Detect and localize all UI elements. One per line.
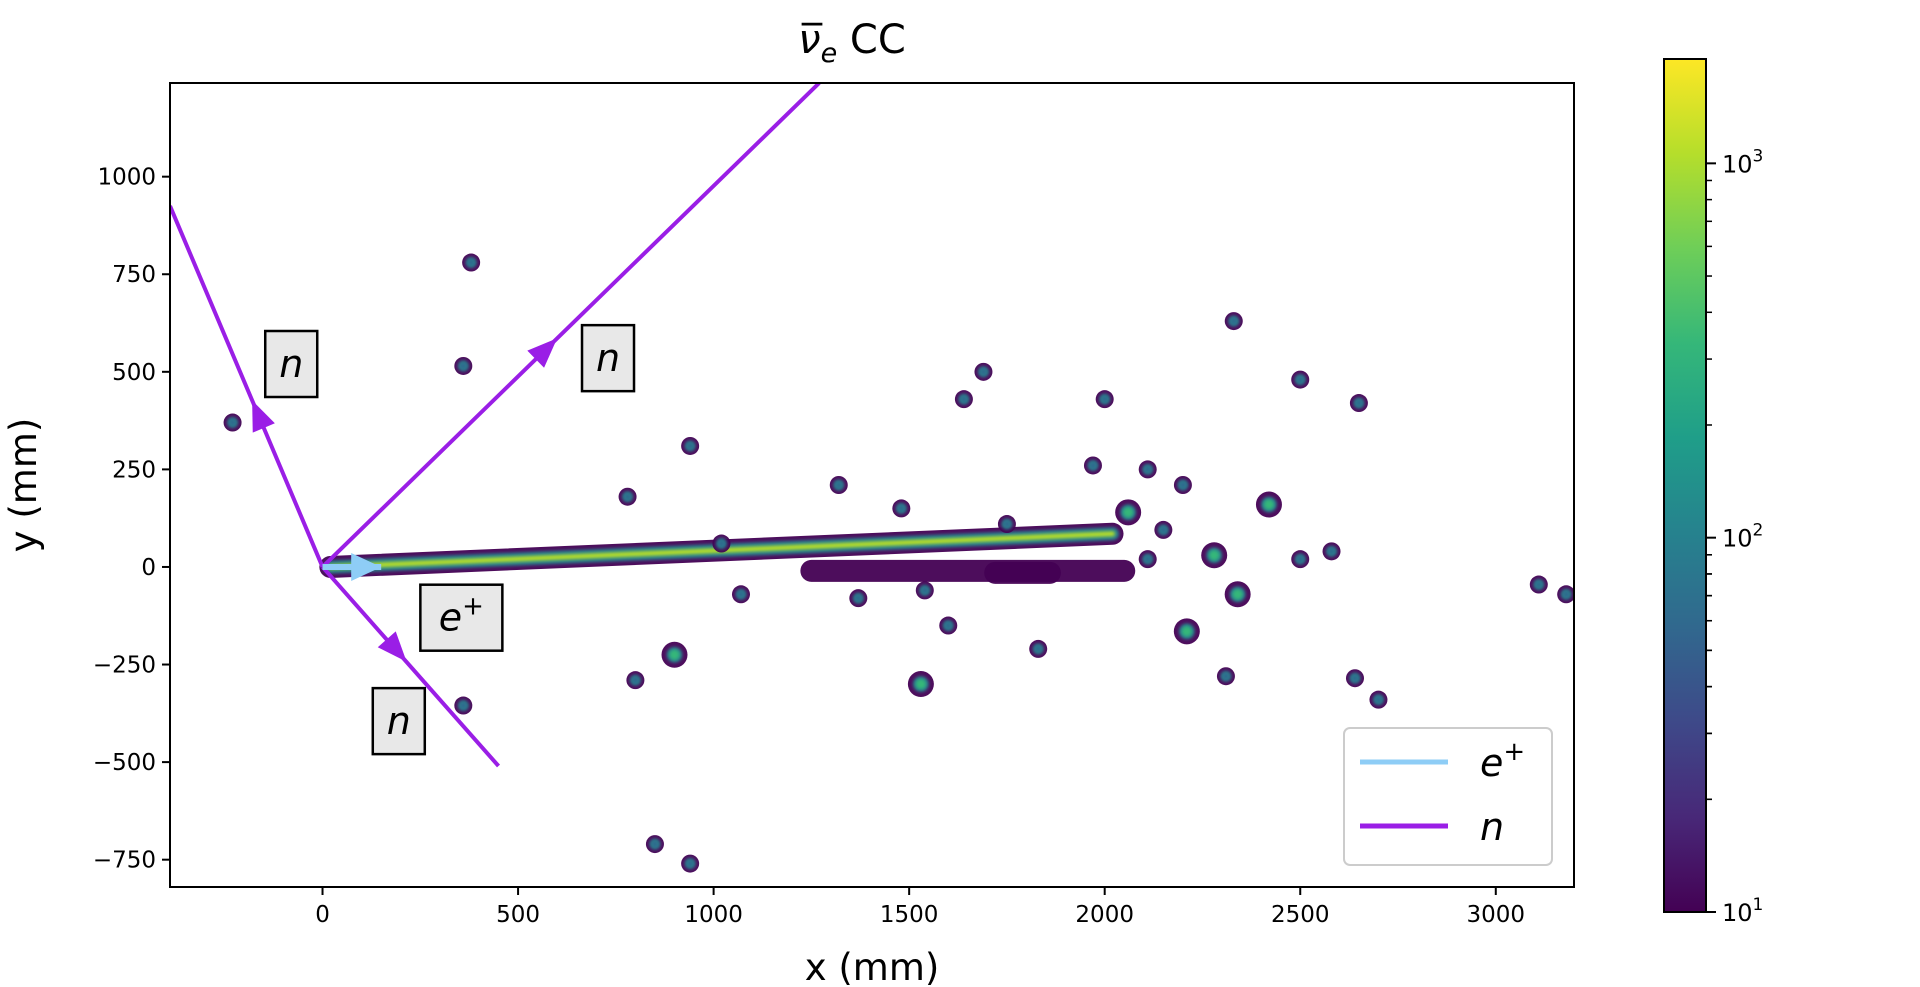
deposit-cluster-core <box>1181 626 1192 637</box>
neutron-arrow <box>377 631 407 662</box>
deposit-cluster-core <box>624 493 631 500</box>
deposit-cluster-core <box>1101 396 1108 403</box>
deposit-cluster-core <box>669 649 680 660</box>
colorbar-ticks: 101 102 103 <box>1706 146 1763 927</box>
neutron-arrow <box>527 338 558 368</box>
y-tick-label: 500 <box>112 360 156 386</box>
deposit-cluster-core <box>1209 550 1220 561</box>
deposit-cluster-core <box>1355 400 1362 407</box>
deposit-cluster-core <box>687 442 694 449</box>
x-tick-label: 500 <box>496 902 540 928</box>
positron-label-box <box>419 583 504 652</box>
deposit-cluster-core <box>921 587 928 594</box>
deposit-cluster-core <box>718 540 725 547</box>
deposit-cluster-core <box>1297 556 1304 563</box>
deposit-cluster-core <box>460 362 467 369</box>
colorbar-tick-label: 103 <box>1722 146 1763 178</box>
y-tick-label: −750 <box>93 848 156 874</box>
x-tick-label: 1000 <box>684 902 743 928</box>
legend-label: e+ <box>1480 737 1525 785</box>
deposit-cluster-core <box>1230 318 1237 325</box>
deposit-cluster-core <box>835 482 842 488</box>
deposit-cluster-core <box>229 419 236 426</box>
deposit-cluster-core <box>898 505 905 512</box>
y-axis-label: y (mm) <box>2 418 45 553</box>
deposit-cluster-core <box>468 259 475 266</box>
neutron-label-box <box>580 323 636 393</box>
y-tick-label: 750 <box>112 262 156 288</box>
deposit-cluster-core <box>960 396 967 403</box>
deposit-cluster-core <box>1144 466 1151 473</box>
y-tick-label: 0 <box>141 555 156 581</box>
track-labels: n n n e+ <box>263 323 636 756</box>
deposit-cluster-core <box>1297 376 1304 383</box>
deposit-cluster-core <box>1035 645 1042 652</box>
deposit-cluster-core <box>980 368 987 375</box>
x-tick-label: 0 <box>315 902 330 928</box>
deposit-cluster-core <box>1232 589 1243 600</box>
positron-label: e+ <box>439 592 484 640</box>
y-axis: 1000 750 500 250 0 −250 −500 −750 <box>93 165 170 874</box>
deposit-cluster-core <box>651 841 658 848</box>
deposit-cluster-core <box>1351 675 1358 682</box>
y-tick-label: 250 <box>112 457 156 483</box>
deposit-cluster-core <box>1144 556 1151 563</box>
x-axis-label: x (mm) <box>805 946 940 987</box>
neutron-label-box <box>371 686 427 756</box>
neutron-label: n <box>279 342 303 386</box>
particle-tracks <box>170 83 821 768</box>
deposit-cluster-core <box>1375 696 1382 703</box>
neutron-label: n <box>387 699 411 743</box>
deposit-cluster-core <box>737 591 744 598</box>
title-symbol: ν̅ <box>798 17 823 63</box>
deposit-cluster-core <box>1089 462 1096 469</box>
neutron-track <box>321 83 821 569</box>
y-tick-label: −500 <box>93 750 156 776</box>
colorbar-tick-label: 102 <box>1722 521 1763 553</box>
x-tick-label: 2500 <box>1271 902 1330 928</box>
deposit-cluster-core <box>1263 499 1274 510</box>
deposit-cluster-core <box>1123 507 1134 518</box>
y-tick-label: −250 <box>93 653 156 679</box>
neutron-label-box <box>263 329 319 399</box>
energy-deposits <box>223 253 1574 873</box>
plot-area: n n n e+ <box>169 82 1575 888</box>
deposit-cluster-core <box>1535 581 1542 588</box>
positron-arrow <box>351 552 382 581</box>
neutron-label: n <box>596 336 620 380</box>
neutron-arrow <box>252 400 275 433</box>
y-tick-label: 1000 <box>97 165 156 191</box>
deposit-cluster-core <box>1003 521 1010 528</box>
neutron-track <box>321 565 501 768</box>
deposit-cluster-core <box>1328 548 1335 555</box>
legend: e+ n <box>1343 727 1553 866</box>
neutron-track <box>170 205 325 568</box>
deposit-cluster-core <box>1563 591 1570 598</box>
x-axis: 0 500 1000 1500 2000 2500 3000 <box>315 887 1525 928</box>
colorbar-gradient <box>1664 59 1706 912</box>
colorbar-tick-label: 101 <box>1722 895 1763 927</box>
colorbar-frame <box>1663 58 1707 913</box>
deposit-cluster-core <box>1160 526 1167 533</box>
deposit-cluster-core <box>1179 482 1186 488</box>
deposit-cluster-core <box>855 595 862 602</box>
deposit-cluster-core <box>460 702 467 709</box>
legend-label: n <box>1480 805 1504 849</box>
x-tick-label: 1500 <box>880 902 939 928</box>
deposit-cluster-core <box>1222 673 1229 680</box>
x-tick-label: 3000 <box>1467 902 1526 928</box>
title-subscript: e <box>821 38 838 69</box>
x-tick-label: 2000 <box>1075 902 1134 928</box>
deposit-cluster-core <box>915 679 926 690</box>
deposit-cluster-core <box>945 622 952 629</box>
title-suffix: CC <box>837 17 906 63</box>
deposit-cluster-core <box>632 677 639 684</box>
colorbar: 101 102 103 <box>1663 58 1763 927</box>
chart-title: ν̅e CC <box>798 17 906 69</box>
plot-frame <box>169 82 1575 888</box>
deposit-cluster-core <box>687 860 694 867</box>
